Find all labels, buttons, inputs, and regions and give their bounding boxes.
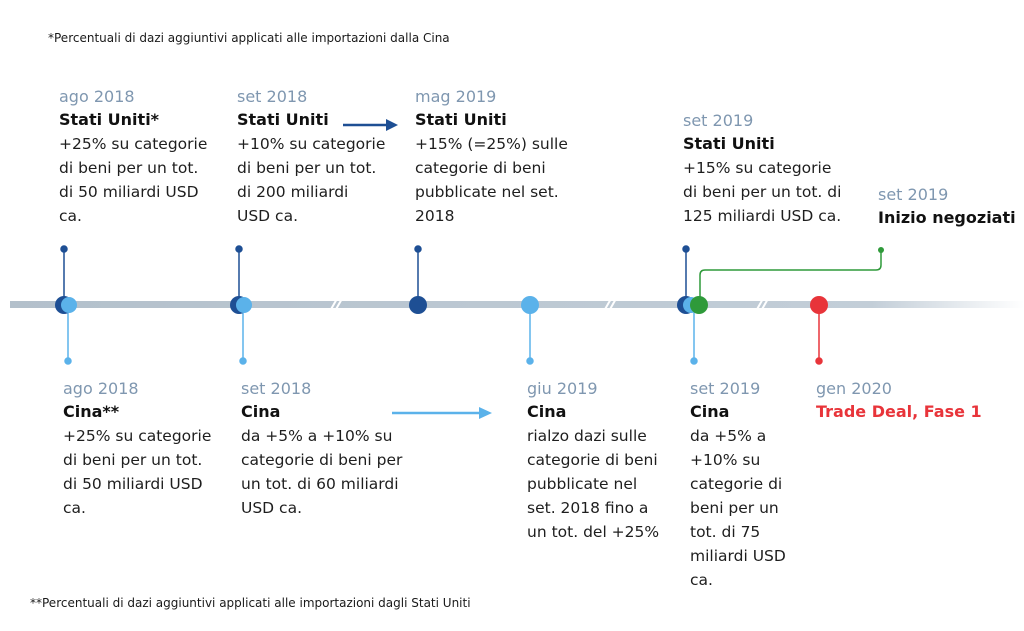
us-event-stem-cap	[235, 245, 243, 253]
axis-break-mark	[755, 296, 765, 312]
event-china-sep-2018: set 2018 Cina da +5% a +10% su categorie…	[241, 378, 402, 520]
event-description: +15% (=25%) sulle categorie di beni pubb…	[415, 135, 568, 225]
event-date: ago 2018	[59, 87, 135, 106]
event-actor: Stati Uniti*	[59, 110, 160, 129]
china-event-marker	[236, 297, 252, 313]
event-actor: Cina	[690, 402, 730, 421]
event-actor: Cina**	[63, 402, 120, 421]
us-event-stem-cap	[682, 245, 690, 253]
event-us-sep-2018: set 2018 Stati Uniti +10% su categorie d…	[237, 86, 385, 228]
event-description: da +5% a +10% su categorie di beni per u…	[241, 427, 403, 517]
event-description: +10% su categorie di beni per un tot. di…	[237, 135, 386, 225]
event-description: da +5% a +10% su categorie di beni per u…	[690, 427, 786, 589]
event-actor: Stati Uniti	[415, 110, 507, 129]
deal-event-stem-cap	[815, 357, 823, 365]
china-event-stem-cap	[690, 357, 698, 365]
event-china-aug-2018: ago 2018 Cina** +25% su categorie di ben…	[63, 378, 211, 520]
event-date: set 2019	[690, 379, 761, 398]
negotiation-event-marker	[690, 296, 708, 314]
event-date: giu 2019	[527, 379, 598, 398]
event-description: +25% su categorie di beni per un tot. di…	[59, 135, 208, 225]
us-sequence-arrow	[343, 119, 398, 131]
event-actor: Stati Uniti	[237, 110, 329, 129]
event-actor: Cina	[241, 402, 281, 421]
negotiation-connector	[699, 252, 882, 300]
event-date: set 2019	[683, 111, 754, 130]
negotiation-connector-cap	[878, 247, 884, 253]
axis-break-mark	[334, 296, 344, 312]
us-event-stem-cap	[414, 245, 422, 253]
axis-break-mark	[760, 296, 770, 312]
event-actor: Inizio negoziati	[878, 208, 1016, 227]
china-event-stem-cap	[526, 357, 534, 365]
event-china-jun-2019: giu 2019 Cina rialzo dazi sulle categori…	[527, 378, 659, 544]
event-trade-deal-jan-2020: gen 2020 Trade Deal, Fase 1	[816, 378, 982, 424]
us-event-stem-cap	[60, 245, 68, 253]
note-china-tariffs: **Percentuali di dazi aggiuntivi applica…	[30, 596, 471, 610]
event-description: +25% su categorie di beni per un tot. di…	[63, 427, 212, 517]
us-event-marker	[409, 296, 427, 314]
event-us-sep-2019: set 2019 Stati Uniti +15% su categorie d…	[683, 110, 841, 228]
event-date: mag 2019	[415, 87, 497, 106]
axis-break-mark	[608, 296, 618, 312]
event-date: gen 2020	[816, 379, 892, 398]
event-china-sep-2019: set 2019 Cina da +5% a +10% su categorie…	[690, 378, 786, 592]
event-description: +15% su categorie di beni per un tot. di…	[683, 159, 842, 225]
event-us-aug-2018: ago 2018 Stati Uniti* +25% su categorie …	[59, 86, 207, 228]
china-event-marker	[61, 297, 77, 313]
event-actor: Stati Uniti	[683, 134, 775, 153]
event-description: rialzo dazi sulle categorie di beni pubb…	[527, 427, 660, 541]
china-sequence-arrow	[392, 407, 492, 419]
timeline-axis	[10, 301, 1024, 308]
event-actor: Trade Deal, Fase 1	[816, 402, 982, 421]
event-date: set 2018	[241, 379, 312, 398]
deal-event-marker	[810, 296, 828, 314]
axis-break-mark	[329, 296, 339, 312]
event-date: set 2018	[237, 87, 308, 106]
event-date: set 2019	[878, 185, 949, 204]
event-actor: Cina	[527, 402, 567, 421]
event-negotiations-sep-2019: set 2019 Inizio negoziati	[878, 184, 1016, 230]
event-us-may-2019: mag 2019 Stati Uniti +15% (=25%) sulle c…	[415, 86, 568, 228]
note-us-tariffs: *Percentuali di dazi aggiuntivi applicat…	[48, 31, 450, 45]
axis-break-mark	[603, 296, 613, 312]
china-event-marker	[521, 296, 539, 314]
china-event-stem-cap	[64, 357, 72, 365]
event-date: ago 2018	[63, 379, 139, 398]
china-event-stem-cap	[239, 357, 247, 365]
